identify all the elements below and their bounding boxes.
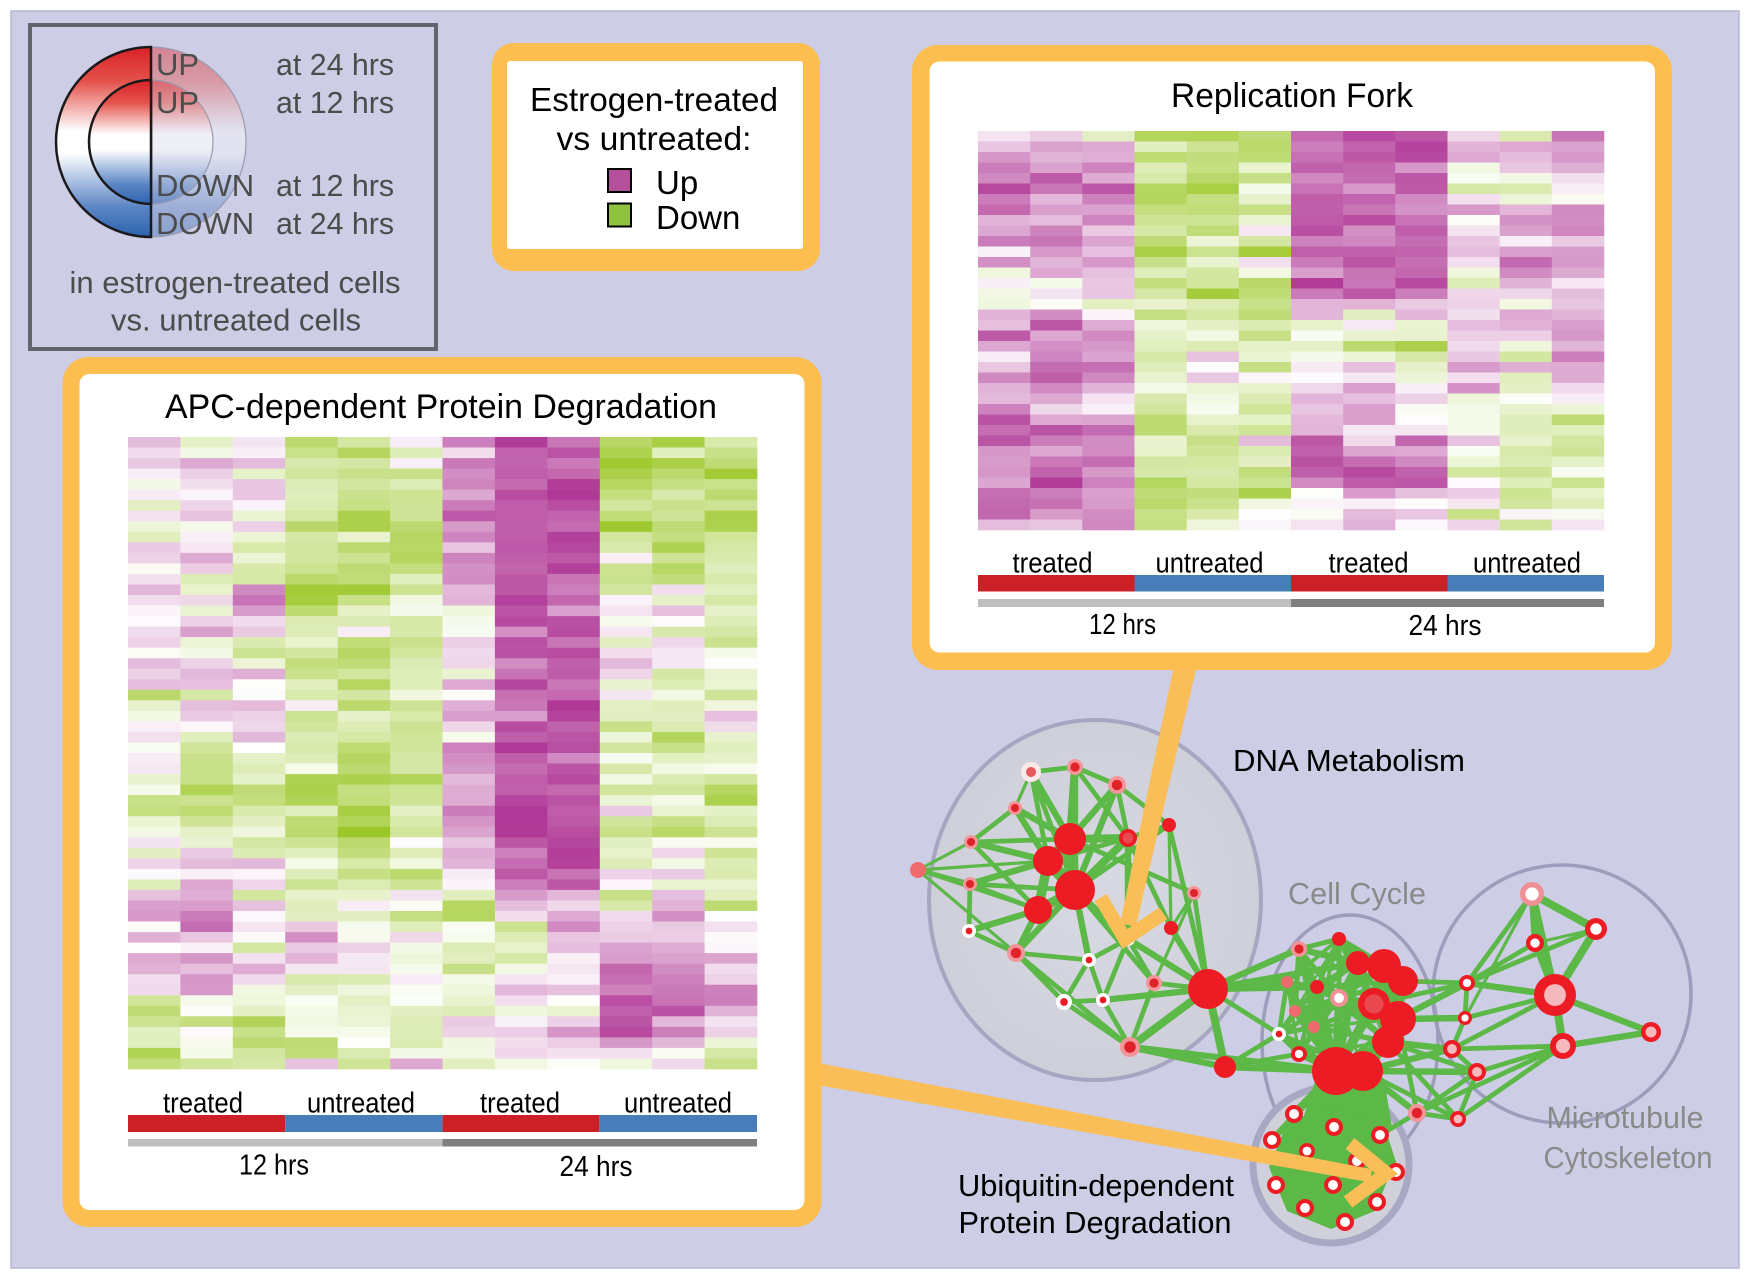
svg-text:Cytoskeleton: Cytoskeleton bbox=[1544, 1140, 1713, 1175]
svg-text:in estrogen-treated cells: in estrogen-treated cells bbox=[70, 265, 401, 300]
svg-text:12 hrs: 12 hrs bbox=[239, 1150, 309, 1182]
svg-text:untreated: untreated bbox=[1473, 548, 1581, 580]
svg-text:UP: UP bbox=[156, 47, 199, 82]
svg-text:treated: treated bbox=[480, 1088, 560, 1120]
svg-text:DOWN: DOWN bbox=[156, 168, 254, 203]
svg-text:APC-dependent Protein Degradat: APC-dependent Protein Degradation bbox=[165, 388, 717, 426]
svg-text:Protein Degradation: Protein Degradation bbox=[959, 1205, 1232, 1240]
svg-text:Down: Down bbox=[656, 199, 740, 236]
svg-text:treated: treated bbox=[163, 1088, 243, 1120]
svg-text:untreated: untreated bbox=[624, 1088, 732, 1120]
svg-text:vs. untreated cells: vs. untreated cells bbox=[111, 303, 361, 338]
svg-text:Estrogen-treated: Estrogen-treated bbox=[530, 81, 778, 118]
svg-text:treated: treated bbox=[1013, 548, 1093, 580]
svg-text:at 24 hrs: at 24 hrs bbox=[276, 47, 394, 82]
svg-text:Replication Fork: Replication Fork bbox=[1171, 77, 1414, 115]
svg-text:treated: treated bbox=[1329, 548, 1409, 580]
svg-text:vs untreated:: vs untreated: bbox=[557, 120, 752, 157]
svg-text:DOWN: DOWN bbox=[156, 206, 254, 241]
svg-text:at 12 hrs: at 12 hrs bbox=[276, 85, 394, 120]
svg-text:at 24 hrs: at 24 hrs bbox=[276, 206, 394, 241]
svg-text:UP: UP bbox=[156, 85, 199, 120]
svg-text:untreated: untreated bbox=[307, 1088, 415, 1120]
svg-text:Microtubule: Microtubule bbox=[1547, 1100, 1704, 1135]
svg-text:untreated: untreated bbox=[1156, 548, 1264, 580]
svg-text:Ubiquitin-dependent: Ubiquitin-dependent bbox=[958, 1168, 1234, 1203]
svg-text:DNA Metabolism: DNA Metabolism bbox=[1233, 743, 1465, 778]
svg-text:at 12 hrs: at 12 hrs bbox=[276, 168, 394, 203]
svg-text:Cell Cycle: Cell Cycle bbox=[1288, 876, 1426, 911]
svg-text:24 hrs: 24 hrs bbox=[1409, 610, 1482, 642]
svg-text:12 hrs: 12 hrs bbox=[1089, 609, 1156, 641]
svg-text:Up: Up bbox=[656, 164, 698, 201]
svg-text:24 hrs: 24 hrs bbox=[560, 1151, 633, 1183]
